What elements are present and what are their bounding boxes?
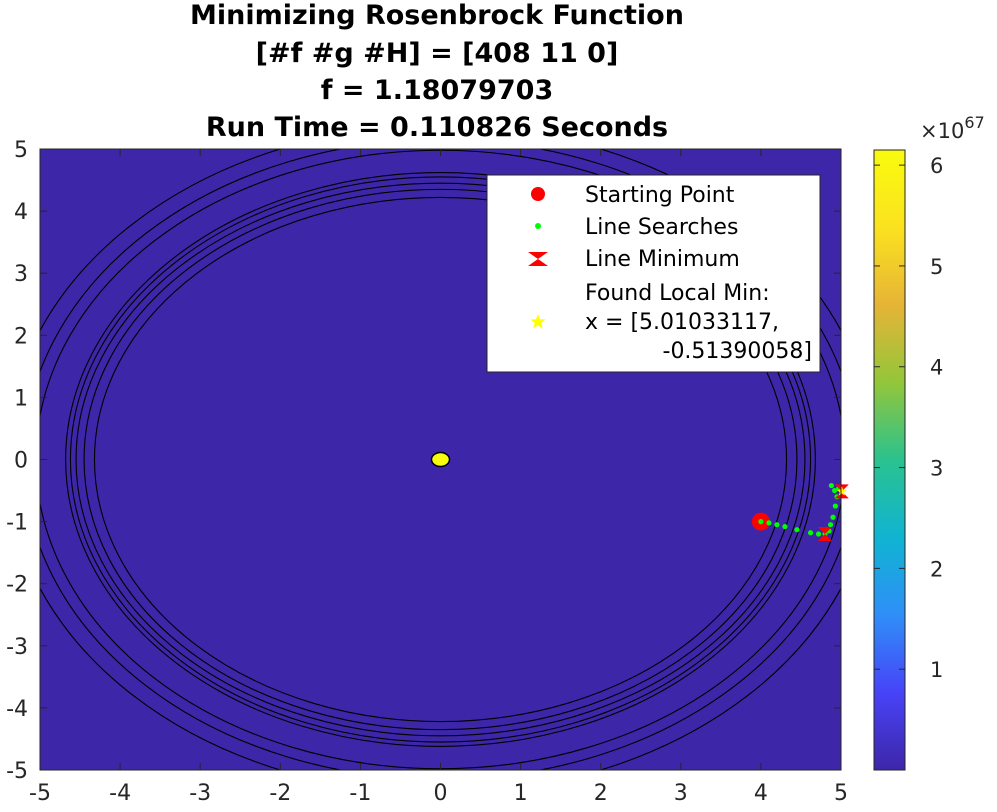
- y-tick-label: 5: [14, 138, 28, 163]
- x-tick-label: -5: [29, 781, 51, 806]
- colorbar-tick-label: 6: [930, 154, 943, 178]
- contour-ring-2: [75, 182, 806, 737]
- legend-label: Found Local Min:: [585, 281, 770, 306]
- legend-star-marker: [530, 314, 546, 329]
- plot-markers: [751, 482, 849, 542]
- legend-entry-local-min: Found Local Min: x = [5.01033117, -0.513…: [530, 281, 812, 364]
- title-line-4: Run Time = 0.110826 Seconds: [206, 112, 668, 143]
- contour-ring-3: [69, 176, 812, 743]
- title-line-3: f = 1.18079703: [321, 75, 554, 106]
- x-axis: -5 -4 -3 -2 -1 0 1 2 3 4 5: [29, 149, 848, 806]
- x-tick-label: -3: [189, 781, 211, 806]
- y-tick-label: 4: [14, 200, 28, 225]
- y-tick-label: -3: [6, 635, 28, 660]
- line-search-point-2: [774, 522, 780, 528]
- colorbar-tick-label: 5: [930, 255, 943, 279]
- x-tick-label: -4: [109, 781, 131, 806]
- legend-hourglass-marker: [528, 252, 548, 266]
- center-peak: [430, 451, 451, 468]
- legend: Starting Point Line Searches Line Minimu…: [486, 174, 821, 373]
- colorbar-tick-label: 2: [930, 557, 943, 581]
- line-search-point-3: [782, 523, 788, 530]
- line-minimum-marker-0: [817, 527, 832, 542]
- legend-entry-line-searches: Line Searches: [535, 215, 738, 240]
- x-tick-label: -1: [349, 781, 371, 806]
- legend-entry-line-minimum: Line Minimum: [528, 247, 740, 272]
- line-search-point-5: [807, 530, 814, 536]
- line-search-point-10: [830, 514, 836, 520]
- colorbar-tick-label: 4: [930, 356, 943, 380]
- x-tick-label: 5: [834, 781, 848, 806]
- x-tick-label: 4: [754, 781, 768, 806]
- y-tick-label: -5: [6, 759, 28, 784]
- x-tick-label: 0: [434, 781, 448, 806]
- y-tick-label: 2: [14, 324, 28, 349]
- line-search-point-1: [766, 520, 772, 526]
- line-search-point-9: [827, 522, 834, 528]
- legend-entry-starting-point: Starting Point: [531, 183, 735, 208]
- contour-ring-0: [93, 196, 788, 723]
- legend-label-line-2: x = [5.01033117,: [585, 310, 779, 335]
- colorbar-gradient: [873, 149, 906, 771]
- chart-title: Minimizing Rosenbrock Function [#f #g #H…: [190, 0, 684, 143]
- legend-label-line-3: -0.51390058]: [663, 339, 813, 364]
- y-tick-label: 3: [14, 262, 28, 287]
- legend-dot-marker: [535, 223, 541, 229]
- y-axis: 5 4 3 2 1 0 -1 -2 -3 -4 -5: [6, 138, 841, 784]
- x-tick-label: 1: [514, 781, 528, 806]
- x-tick-label: -2: [269, 781, 291, 806]
- y-tick-label: -4: [6, 697, 28, 722]
- legend-circle-marker: [531, 187, 545, 201]
- line-search-point-0: [758, 519, 764, 525]
- legend-label: Line Minimum: [585, 247, 740, 272]
- title-line-2: [#f #g #H] = [408 11 0]: [256, 38, 619, 69]
- line-search-point-14: [828, 482, 834, 489]
- contour-ring-4: [65, 172, 816, 747]
- legend-label: Starting Point: [585, 183, 735, 208]
- colorbar-exponent: ×1067: [920, 113, 985, 143]
- x-tick-label: 3: [674, 781, 688, 806]
- colorbar: 6 5 4 3 2 1 ×1067: [873, 113, 985, 771]
- legend-label: Line Searches: [585, 215, 738, 240]
- x-tick-label: 2: [594, 781, 608, 806]
- colorbar-tick-label: 1: [930, 658, 943, 682]
- line-search-point-6: [815, 531, 822, 537]
- title-line-1: Minimizing Rosenbrock Function: [190, 0, 684, 31]
- line-search-point-4: [794, 527, 800, 533]
- contour-ring-1: [83, 188, 798, 731]
- line-minimum-marker-1: [834, 484, 849, 499]
- colorbar-tick-label: 3: [930, 457, 943, 481]
- y-tick-label: 0: [14, 449, 28, 474]
- local-min-star-marker: [837, 486, 847, 496]
- y-tick-label: -2: [6, 573, 28, 598]
- line-search-point-13: [831, 487, 838, 494]
- colorbar-ticks: 6 5 4 3 2 1: [874, 154, 943, 682]
- y-tick-label: 1: [14, 386, 28, 411]
- legend-box: [486, 174, 821, 373]
- line-search-point-11: [832, 503, 838, 509]
- y-tick-label: -1: [6, 511, 28, 536]
